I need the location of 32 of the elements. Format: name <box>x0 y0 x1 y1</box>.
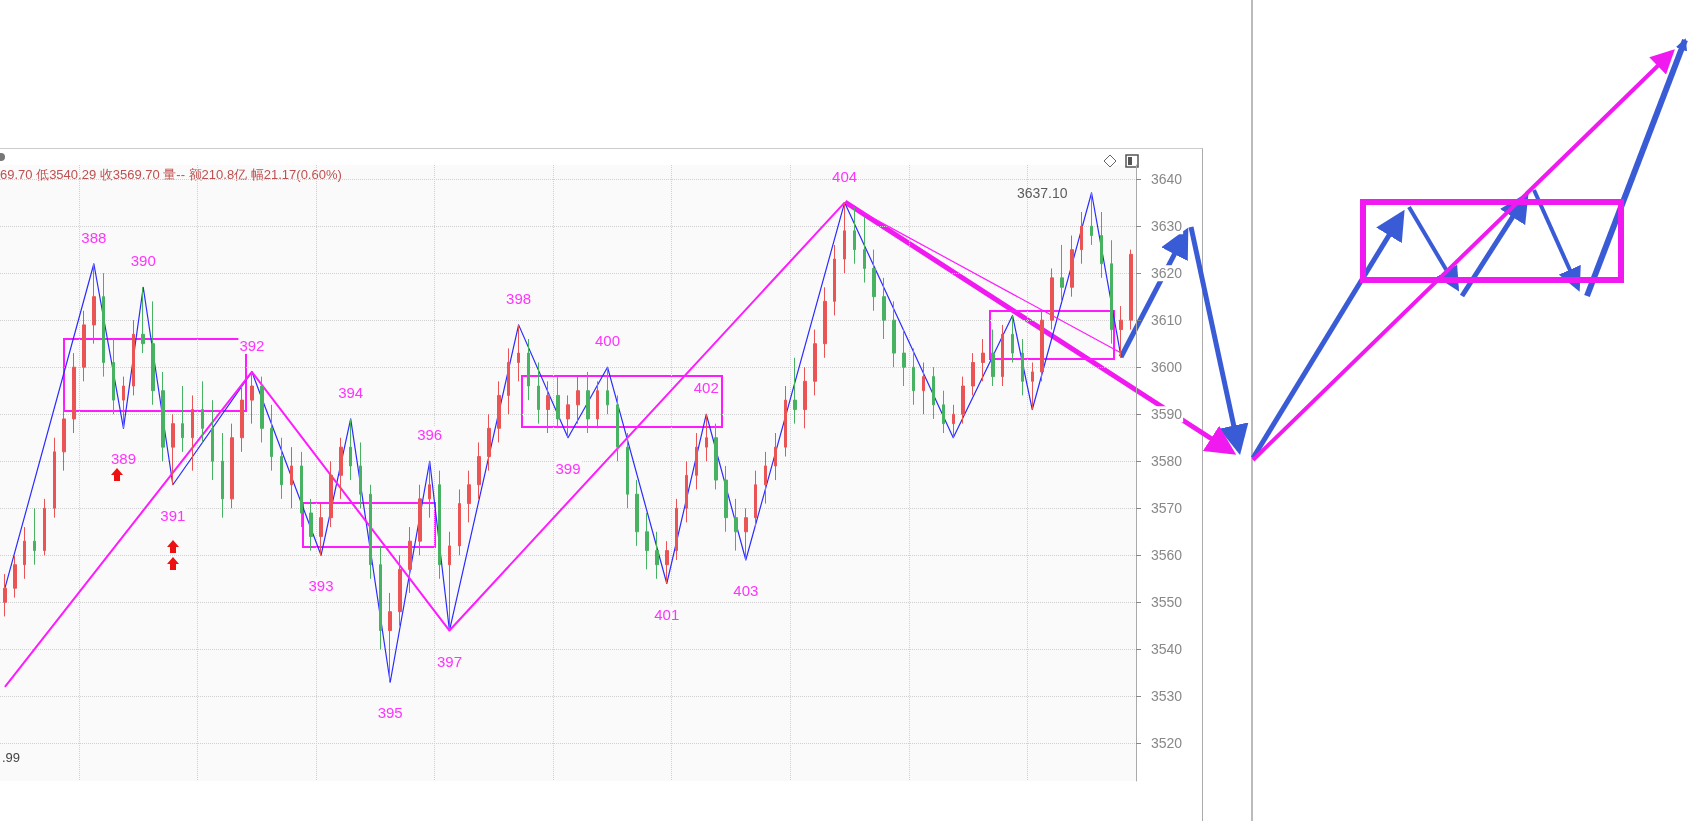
annotation: 401 <box>654 605 680 623</box>
annotation: 393 <box>308 577 334 595</box>
annotation: 403 <box>733 581 759 599</box>
annotation: 399 <box>555 459 581 477</box>
y-tick-label: 3610 <box>1151 312 1183 329</box>
y-tick-label: 3550 <box>1151 594 1183 611</box>
y-tick-label: 3530 <box>1151 688 1183 705</box>
y-tick-label: 3630 <box>1151 218 1183 235</box>
annotation: 394 <box>338 383 364 401</box>
annotation: 397 <box>436 652 462 670</box>
y-tick-label: 3570 <box>1151 500 1183 517</box>
y-tick-label: 3640 <box>1151 171 1183 188</box>
annotation: 400 <box>595 332 621 350</box>
annotation: 398 <box>506 289 532 307</box>
annotation: 3637.10 <box>1016 184 1068 201</box>
annotation: 404 <box>832 167 858 185</box>
annotation: 389 <box>110 450 136 468</box>
annotation: 402 <box>693 379 719 397</box>
y-tick-label: 3540 <box>1151 641 1183 658</box>
annotation: 390 <box>130 252 156 270</box>
y-tick-label: 3520 <box>1151 735 1183 752</box>
y-tick-label: 3590 <box>1151 406 1183 423</box>
annotation: 391 <box>160 506 186 524</box>
y-tick-label: 3560 <box>1151 547 1183 564</box>
annotation: .99 <box>2 750 21 765</box>
y-tick-label: 3580 <box>1151 453 1183 470</box>
annotation: 396 <box>417 426 443 444</box>
y-tick-label: 3620 <box>1151 265 1183 282</box>
y-tick-label: 3600 <box>1151 359 1183 376</box>
annotation: 392 <box>239 336 265 354</box>
annotation: 395 <box>377 704 403 722</box>
annotation: 388 <box>81 228 107 246</box>
